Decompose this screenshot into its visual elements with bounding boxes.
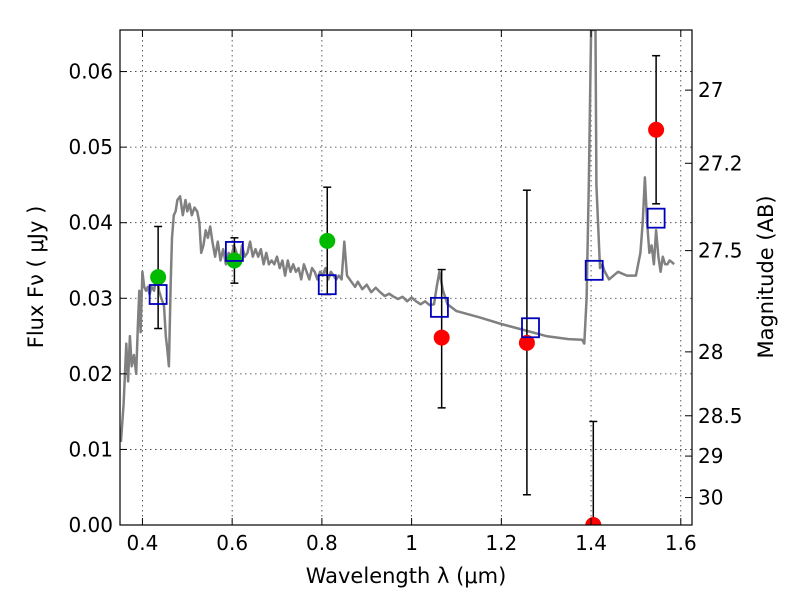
model-photometry-point (584, 259, 604, 281)
grid (120, 30, 692, 526)
observed-red-point (433, 329, 450, 346)
mag-tick-label: 27.5 (698, 239, 743, 263)
mag-tick-label: 28.5 (698, 404, 743, 428)
y-tick-label: 0.01 (68, 437, 113, 461)
x-tick-label: 1 (405, 531, 418, 555)
y-tick-label: 0.03 (68, 286, 113, 310)
plot-background (120, 30, 692, 525)
x-axis-label: Wavelength λ (μm) (306, 564, 507, 588)
y-tick-label: 0.02 (68, 362, 113, 386)
mag-tick-label: 30 (698, 486, 723, 510)
right-axis-label: Magnitude (AB) (754, 195, 778, 358)
mag-tick-label: 27 (698, 78, 723, 102)
y-tick-label: 0.05 (68, 135, 113, 159)
mag-tick-label: 27.2 (698, 151, 743, 175)
model-photometry-point (148, 284, 168, 305)
y-tick-label: 0.06 (68, 60, 113, 84)
y-axis-label: Flux Fν ( μJy ) (24, 206, 48, 349)
model-photometry-point (430, 296, 449, 318)
data-markers (148, 121, 666, 525)
x-tick-label: 1.4 (575, 531, 607, 555)
y-tick-label: 0.00 (68, 513, 113, 537)
y-tick-label: 0.04 (68, 211, 113, 235)
observed-red-point (648, 121, 665, 138)
model-photometry-point (646, 207, 666, 229)
model-photometry-point (521, 317, 540, 339)
plot-frame (119, 29, 693, 526)
mag-tick-label: 28 (698, 340, 723, 364)
template-spectrum (120, 30, 675, 442)
x-tick-label: 0.8 (306, 531, 338, 555)
observed-green-point (319, 232, 336, 249)
observed-green-point (150, 269, 167, 286)
model-photometry-point (317, 274, 337, 296)
model-photometry-point (224, 241, 244, 262)
mag-tick-label: 29 (698, 444, 723, 468)
x-tick-label: 1.6 (665, 531, 697, 555)
spectrum-line (120, 30, 675, 442)
x-tick-label: 1.2 (485, 531, 517, 555)
x-tick-label: 0.4 (127, 531, 159, 555)
observed-red-point (585, 517, 602, 525)
axes-ticks: 0.4 0.6 0.8 1 1.2 1.4 1.6 0.00 0.01 0.02 0.03 0.04 0… (68, 30, 743, 555)
observed-red-point (518, 334, 535, 351)
x-tick-label: 0.6 (216, 531, 248, 555)
